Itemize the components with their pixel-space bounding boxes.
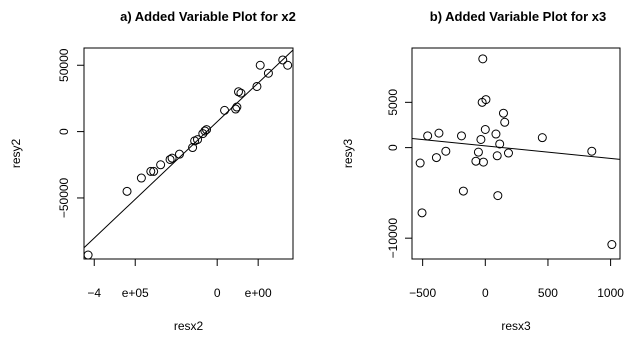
panel-a: a) Added Variable Plot for x2 −4 e+05 0 e+0…	[9, 9, 296, 333]
panel-b-title: b) Added Variable Plot for x3	[430, 9, 607, 24]
panel-a-marks: −4 e+05 0 e+00 −50000 0 50000	[57, 48, 294, 300]
panel-b-point	[417, 208, 427, 218]
panel-b-point	[441, 146, 451, 156]
panel-b-point	[503, 148, 513, 158]
panel-b-point	[471, 156, 481, 166]
panel-b-point	[607, 240, 617, 250]
panel-a-point	[252, 81, 262, 91]
panel-a-point	[188, 143, 198, 153]
panel-a-x-tick-label: e+00	[245, 286, 272, 300]
panel-b-x-tick-label: 1000	[597, 286, 624, 300]
panel-b-point	[415, 158, 425, 168]
panel-a-point	[283, 60, 293, 70]
panel-b-point	[537, 133, 547, 143]
panel-b-y-tick-label: −10000	[386, 218, 400, 259]
panel-a-point	[149, 166, 159, 176]
panel-b-point	[476, 134, 486, 144]
panel-a-point	[156, 160, 166, 170]
panel-a-title: a) Added Variable Plot for x2	[120, 9, 296, 24]
panel-b-point	[492, 151, 502, 161]
panel-a-ylabel: resy2	[9, 139, 23, 169]
panel-a-x-tick-label: −4	[87, 286, 101, 300]
panel-a-point	[255, 60, 265, 70]
panel-b-point	[423, 131, 433, 141]
panel-b-point	[473, 147, 483, 157]
panel-a-point	[232, 102, 242, 112]
panel-a-point	[231, 104, 241, 114]
panel-b-x-tick-label: 500	[538, 286, 558, 300]
panel-a-y-tick-label: 50000	[57, 48, 71, 82]
panel-a-y-tick-label: 0	[57, 128, 71, 135]
panel-a-point	[83, 250, 93, 260]
panel-b-point	[431, 153, 441, 163]
panel-b: b) Added Variable Plot for x3 −500 0 500 10…	[341, 9, 624, 333]
panel-a-point	[202, 125, 212, 135]
panel-a-point	[193, 135, 203, 145]
panel-b-plot-box	[411, 47, 621, 260]
panel-b-point	[480, 125, 490, 135]
panel-b-point	[493, 191, 503, 201]
panel-b-point	[495, 139, 505, 149]
panel-b-point	[478, 157, 488, 167]
panel-a-plot-box	[83, 47, 294, 260]
panel-b-y-tick-label: 5000	[386, 89, 400, 116]
panel-b-fit-line	[411, 138, 621, 160]
panel-a-point	[136, 173, 146, 183]
panel-b-point	[481, 95, 491, 105]
panel-b-point	[587, 146, 597, 156]
panel-b-point	[478, 54, 488, 64]
panel-b-xlabel: resx3	[501, 319, 531, 333]
panel-a-xlabel: resx2	[174, 319, 204, 333]
panel-b-point	[498, 108, 508, 118]
panel-a-point	[122, 186, 132, 196]
panel-b-marks: −500 0 500 1000 −10000 0 5000	[386, 54, 624, 300]
panel-b-y-tick-label: 0	[386, 144, 400, 151]
panel-a-point	[220, 105, 230, 115]
panel-b-point	[491, 129, 501, 139]
panel-a-x-tick-label: e+05	[122, 286, 149, 300]
panel-b-point	[456, 131, 466, 141]
panel-a-point	[233, 87, 243, 97]
panel-b-ylabel: resy3	[341, 139, 355, 169]
panel-a-x-tick-label: 0	[214, 286, 221, 300]
panel-b-point	[458, 186, 468, 196]
panel-b-x-tick-label: −500	[409, 286, 436, 300]
panel-a-point	[165, 154, 175, 164]
panel-b-x-tick-label: 0	[482, 286, 489, 300]
panel-b-point	[500, 117, 510, 127]
panel-a-point	[200, 126, 210, 136]
panel-a-y-tick-label: −50000	[57, 177, 71, 218]
panel-a-point	[174, 149, 184, 159]
panel-a-point	[263, 68, 273, 78]
panel-a-point	[146, 166, 156, 176]
panel-a-point	[167, 153, 177, 163]
panel-a-point	[278, 55, 288, 65]
panel-a-point	[236, 88, 246, 98]
panel-b-point	[434, 128, 444, 138]
